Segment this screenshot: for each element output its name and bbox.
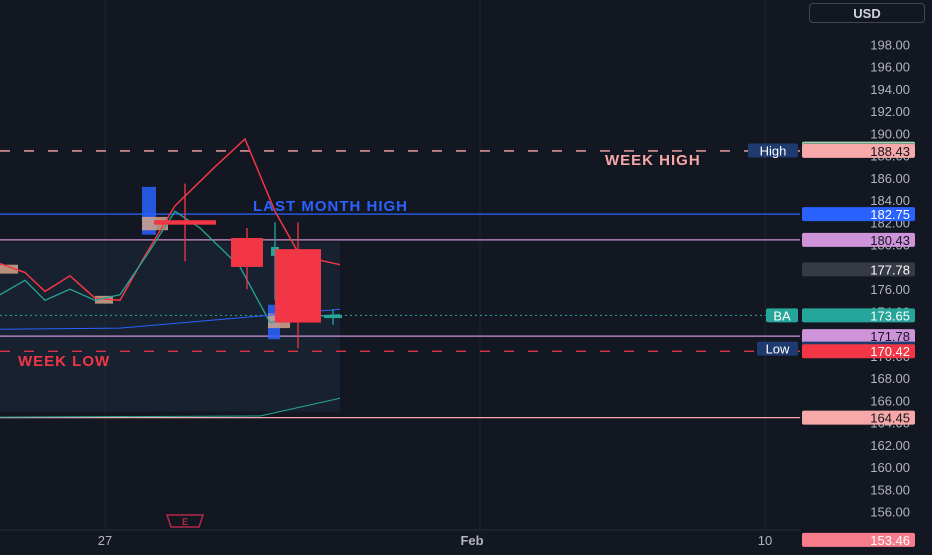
volume-profile-bar [0,264,18,274]
price-label-value: 188.43 [870,144,910,159]
price-label-bg [802,143,915,158]
y-axis-tick-label: 156.00 [870,505,910,520]
price-tag-bg [766,308,798,323]
svg-text:E: E [182,517,188,527]
price-label: 182.75 [802,207,915,222]
candle-body[interactable] [154,220,216,225]
price-label: 180.43 [802,232,915,248]
y-axis-tick-label: 166.00 [870,393,910,408]
y-axis-tick-label: 196.00 [870,60,910,75]
price-label-value: 177.78 [870,262,910,277]
candle-body[interactable] [324,315,342,319]
candle-body[interactable] [231,238,263,267]
price-label: 171.78 [802,329,915,344]
price-label: 153.46 [802,532,915,548]
price-label-value: 153.46 [870,533,910,548]
y-axis-tick-label: 192.00 [870,104,910,119]
earnings-e-icon[interactable]: E [165,514,205,528]
price-label-value: 173.65 [870,308,910,323]
price-label-value: 180.43 [870,233,910,248]
price-label-value: 170.42 [870,344,910,359]
volume-profile-bar [95,295,113,304]
price-label: 170.42 [802,344,915,359]
y-axis-tick-label: 186.00 [870,171,910,186]
price-label-bg [802,262,915,277]
level-label: LAST MONTH HIGH [253,198,408,215]
price-tag-text: BA [773,308,791,323]
price-label-bg [802,207,915,222]
price-label: 164.45 [802,410,915,426]
x-axis-tick-label: 10 [758,533,772,548]
y-axis-tick-label: 162.00 [870,438,910,453]
price-label: 188.43 [802,143,915,159]
y-axis-tick-label: 190.00 [870,126,910,141]
y-axis-tick-label: 184.00 [870,193,910,208]
lower-band-line [0,397,341,418]
price-tag-bg [748,143,798,158]
y-axis-tick-label: 158.00 [870,482,910,497]
y-axis-tick-label: 168.00 [870,371,910,386]
price-label-value: 182.75 [870,207,910,222]
price-tag-text: Low [766,342,790,357]
moving-average-line-red [0,137,341,302]
price-label-value: 171.78 [870,329,910,344]
level-label: WEEK HIGH [605,152,701,169]
price-label-bg [802,410,915,425]
price-tag-bg [757,341,798,356]
y-axis-tick-label: 160.00 [870,460,910,475]
y-axis-tick-label: 176.00 [870,282,910,297]
candle-body[interactable] [275,249,321,323]
price-label-bg [802,232,915,247]
price-label: 177.78 [802,262,915,277]
price-label-bg [802,532,915,547]
price-label: 173.65 BA [766,308,915,323]
y-axis-tick-label: 194.00 [870,82,910,97]
price-label-bg [802,344,915,359]
y-axis-tick-label: 198.00 [870,37,910,52]
price-label-bg [802,329,915,344]
price-label-bg [802,308,915,323]
currency-selector-button[interactable]: USD [809,3,925,23]
x-axis-tick-label: 27 [98,533,112,548]
level-label: WEEK LOW [18,353,110,370]
moving-average-line-green [0,210,341,324]
price-tag-text: High [760,143,787,158]
price-label-value: 164.45 [870,411,910,426]
x-axis-tick-label: Feb [460,533,483,548]
moving-average-line-blue [0,308,341,330]
